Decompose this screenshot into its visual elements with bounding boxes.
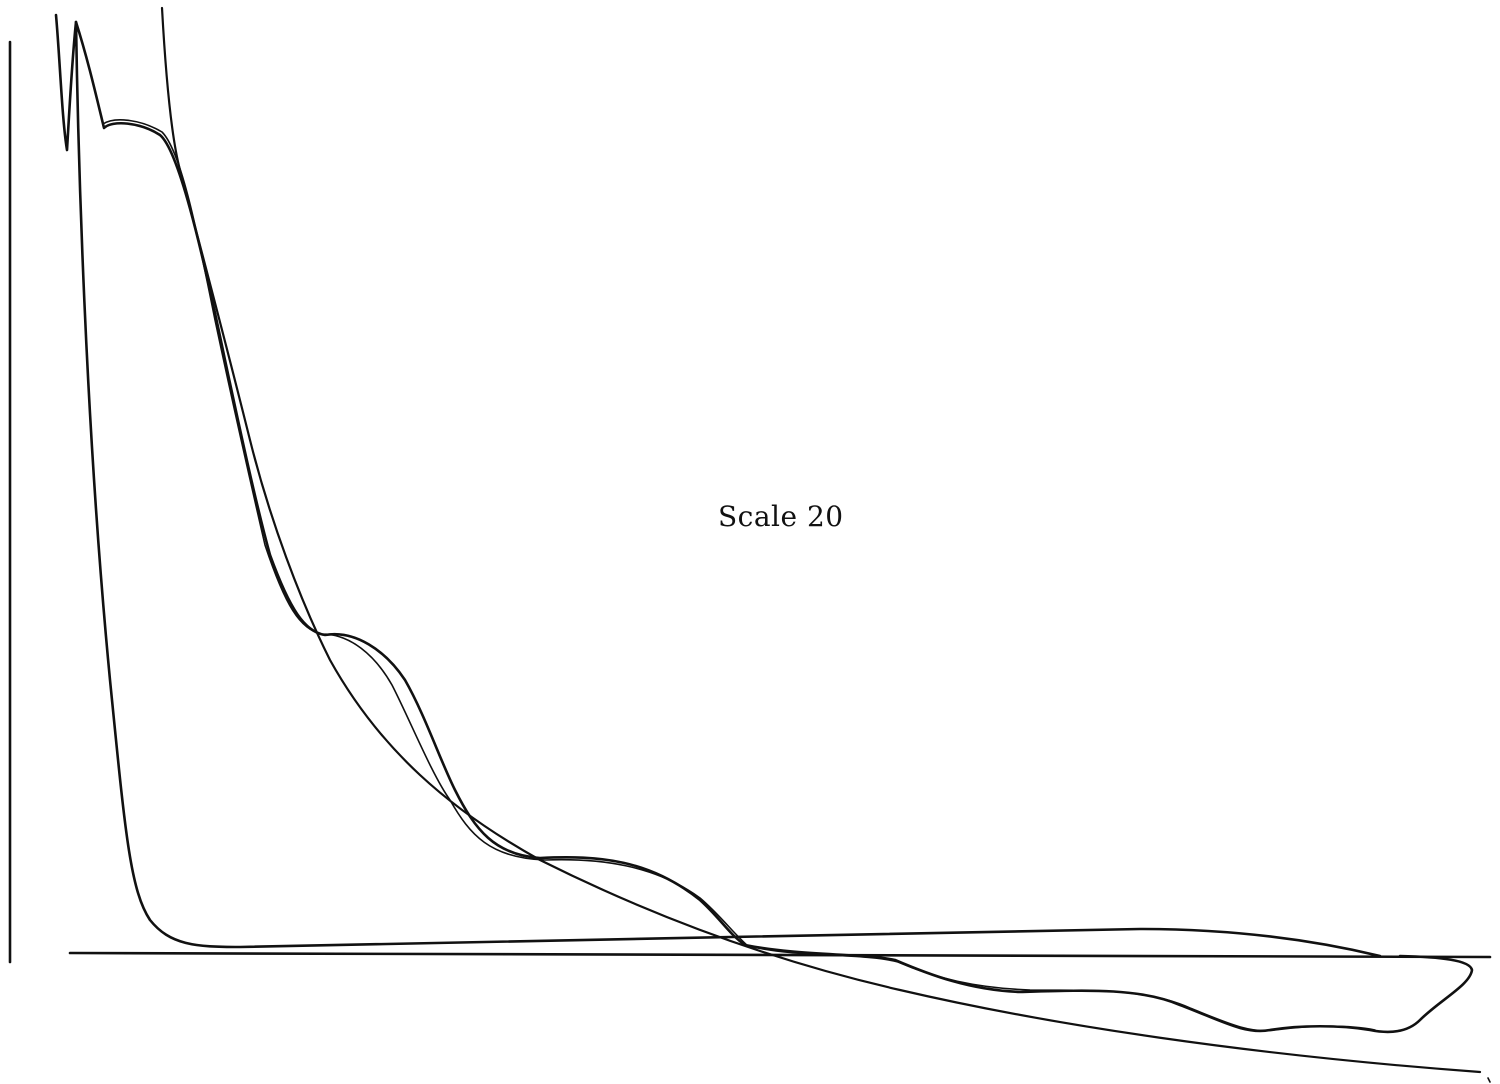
steep-left-curve	[54, 13, 1382, 958]
atmospheric-line	[68, 951, 1492, 959]
tail-mark	[1487, 1077, 1491, 1083]
scale-label: Scale 20	[718, 500, 844, 533]
expansion-curve	[160, 6, 1482, 1074]
